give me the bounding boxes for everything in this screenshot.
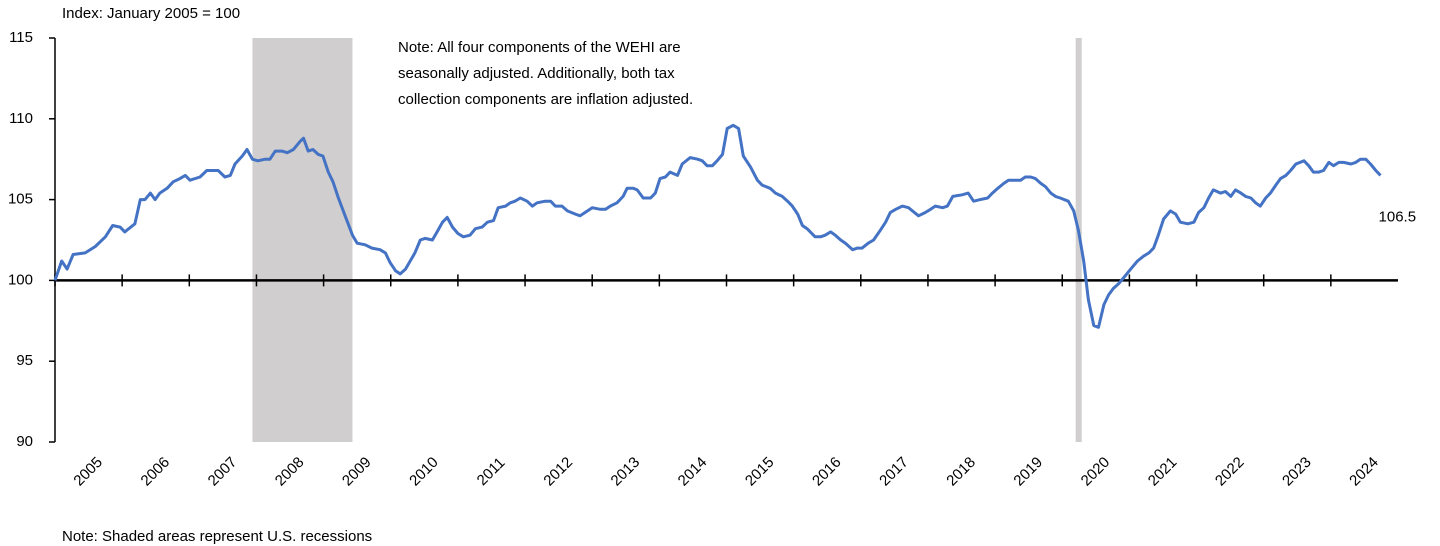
x-tick-label: 2012 <box>540 454 576 490</box>
x-tick-label: 2023 <box>1279 454 1315 490</box>
x-tick-label: 2016 <box>809 454 845 490</box>
footnote: Note: Shaded areas represent U.S. recess… <box>62 528 372 545</box>
y-tick-label: 105 <box>8 191 33 208</box>
x-tick-label: 2015 <box>742 454 778 490</box>
x-tick-label: 2019 <box>1010 454 1046 490</box>
x-tick-label: 2018 <box>943 454 979 490</box>
x-tick-label: 2024 <box>1346 454 1382 490</box>
x-tick-label: 2005 <box>70 454 106 490</box>
x-tick-label: 2021 <box>1145 454 1181 490</box>
y-tick-label: 90 <box>16 433 33 450</box>
x-tick-label: 2022 <box>1212 454 1248 490</box>
x-tick-label: 2017 <box>876 454 912 490</box>
x-tick-label: 2009 <box>339 454 375 490</box>
end-label: 106.5 <box>1379 208 1417 225</box>
x-tick-label: 2020 <box>1078 454 1114 490</box>
recession-band <box>252 38 353 442</box>
series-line <box>53 123 1382 329</box>
note-line: collection components are inflation adju… <box>398 91 693 108</box>
x-tick-label: 2006 <box>138 454 174 490</box>
x-tick-label: 2008 <box>272 454 308 490</box>
x-tick-label: 2010 <box>406 454 442 490</box>
x-tick-label: 2014 <box>675 454 711 490</box>
x-tick-label: 2011 <box>474 454 509 489</box>
x-tick-label: 2007 <box>205 454 241 490</box>
note: Note: All four components of the WEHI ar… <box>398 39 693 108</box>
y-tick-label: 100 <box>8 271 33 288</box>
chart-subtitle: Index: January 2005 = 100 <box>62 5 240 22</box>
y-tick-label: 110 <box>9 110 33 127</box>
note-line: Note: All four components of the WEHI ar… <box>398 39 681 56</box>
note-line: seasonally adjusted. Additionally, both … <box>398 65 675 82</box>
y-tick-label: 95 <box>16 352 33 369</box>
y-tick-label: 115 <box>9 29 33 46</box>
x-tick-label: 2013 <box>608 454 644 490</box>
